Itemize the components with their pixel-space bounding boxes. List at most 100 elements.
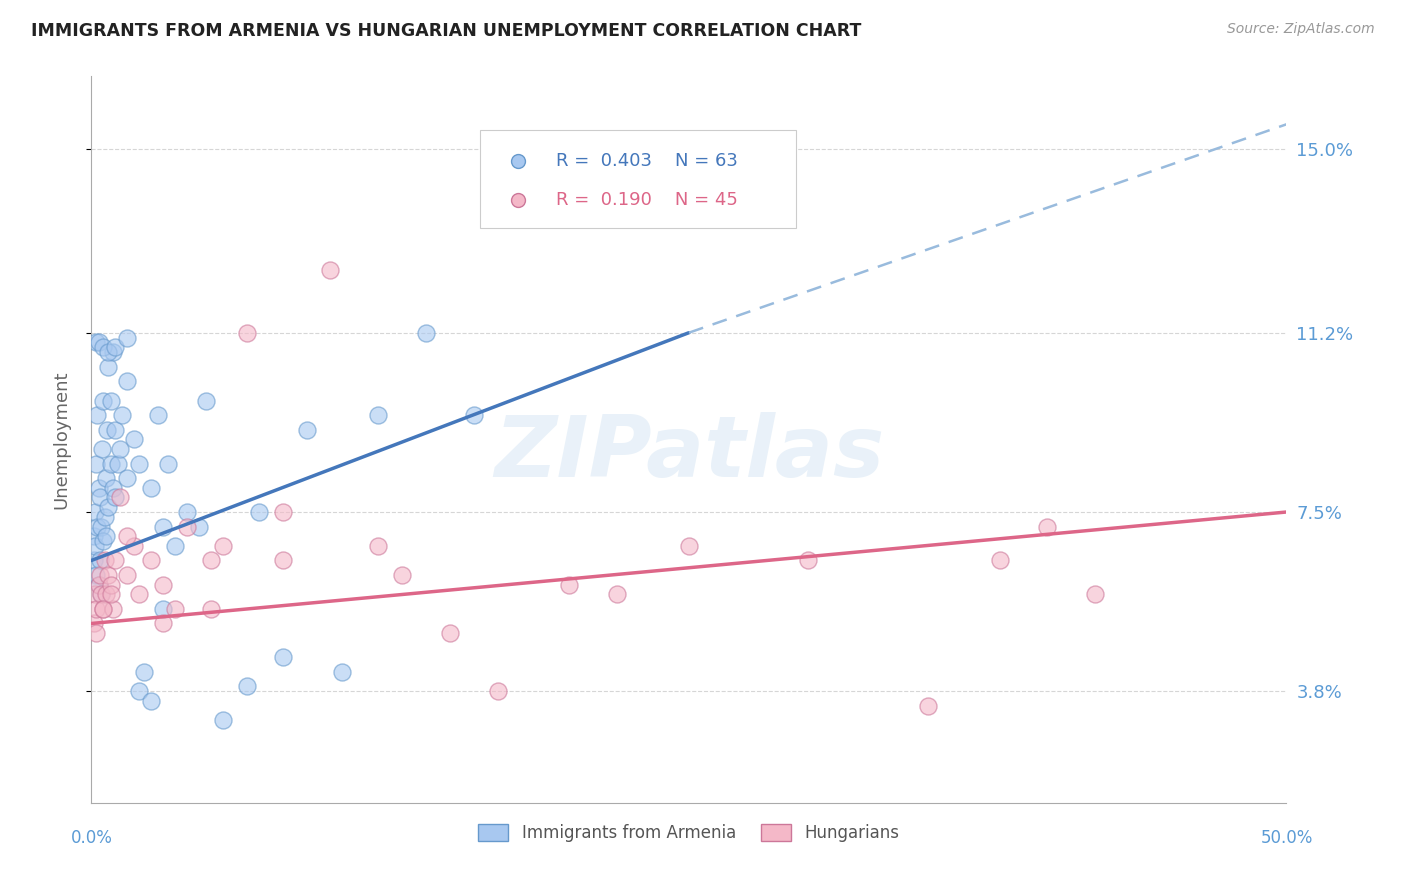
Point (148, 408, 170, 422)
Point (93, 509, 115, 524)
Point (93, 553, 115, 567)
Point (606, 587, 628, 601)
Point (156, 457, 179, 471)
Point (152, 519, 174, 533)
Point (415, 326, 437, 340)
Point (100, 578, 122, 592)
Text: 50.0%: 50.0% (1260, 830, 1313, 847)
Point (195, 393, 218, 408)
Point (89, 828, 111, 842)
Point (84, 457, 107, 471)
Point (128, 587, 150, 601)
Point (93, 393, 114, 408)
Point (94, 471, 117, 485)
Point (111, 408, 134, 422)
Point (486, 684, 509, 698)
Point (104, 491, 127, 505)
Point (797, 553, 820, 567)
Point (141, 694, 162, 708)
Point (200, 602, 222, 616)
Text: ZIPatlas: ZIPatlas (494, 412, 884, 495)
Point (97, 500, 120, 515)
Point (332, 665, 354, 679)
Point (97, 345, 120, 359)
Point (87, 481, 110, 495)
Point (152, 616, 174, 631)
Point (83, 529, 105, 543)
Point (101, 602, 124, 616)
Legend: Immigrants from Armenia, Hungarians: Immigrants from Armenia, Hungarians (472, 817, 905, 849)
Point (152, 578, 174, 592)
Point (271, 650, 294, 665)
Point (89, 826, 111, 840)
Point (187, 519, 211, 533)
Point (91, 442, 114, 456)
Point (108, 442, 131, 456)
Point (90, 587, 112, 601)
Point (141, 553, 162, 567)
Point (84, 602, 107, 616)
Point (90, 519, 112, 533)
Point (200, 553, 222, 567)
Point (115, 471, 138, 485)
Text: 0.0%: 0.0% (70, 830, 112, 847)
Point (115, 568, 138, 582)
Point (247, 505, 270, 519)
Point (96, 423, 118, 437)
Point (367, 408, 389, 422)
Point (90, 587, 112, 601)
Point (988, 553, 1011, 567)
Point (271, 553, 294, 567)
Point (87, 578, 110, 592)
Point (391, 568, 413, 582)
Point (141, 481, 162, 495)
Point (128, 457, 150, 471)
Point (163, 602, 186, 616)
Point (100, 457, 122, 471)
Point (97, 568, 120, 582)
Point (100, 587, 122, 601)
Point (176, 505, 198, 519)
Point (1084, 587, 1107, 601)
FancyBboxPatch shape (479, 130, 796, 228)
Point (115, 374, 138, 388)
Point (84, 587, 107, 601)
Point (93, 340, 114, 354)
Point (235, 680, 259, 694)
Point (558, 578, 581, 592)
Point (104, 423, 127, 437)
Point (124, 539, 146, 553)
Point (132, 665, 155, 679)
Point (84, 626, 107, 640)
Point (93, 602, 114, 616)
Point (211, 539, 233, 553)
Point (152, 602, 174, 616)
Point (163, 539, 186, 553)
Text: R =  0.403    N = 63: R = 0.403 N = 63 (557, 152, 738, 170)
Point (93, 534, 114, 549)
Point (83, 553, 105, 567)
Point (463, 408, 485, 422)
Point (89, 553, 111, 567)
Point (87, 335, 110, 350)
Point (108, 491, 131, 505)
Point (87, 578, 110, 592)
Point (115, 330, 138, 344)
Point (86, 408, 108, 422)
Point (211, 714, 233, 728)
Point (84, 335, 107, 350)
Point (94, 529, 117, 543)
Point (235, 326, 259, 340)
Point (101, 481, 124, 495)
Point (271, 505, 294, 519)
Text: IMMIGRANTS FROM ARMENIA VS HUNGARIAN UNEMPLOYMENT CORRELATION CHART: IMMIGRANTS FROM ARMENIA VS HUNGARIAN UNE… (31, 22, 862, 40)
Point (176, 519, 198, 533)
Point (104, 553, 127, 567)
Point (84, 505, 107, 519)
Point (84, 539, 107, 553)
Point (83, 616, 105, 631)
Point (115, 529, 138, 543)
Point (93, 602, 114, 616)
Point (367, 539, 389, 553)
Point (107, 457, 129, 471)
